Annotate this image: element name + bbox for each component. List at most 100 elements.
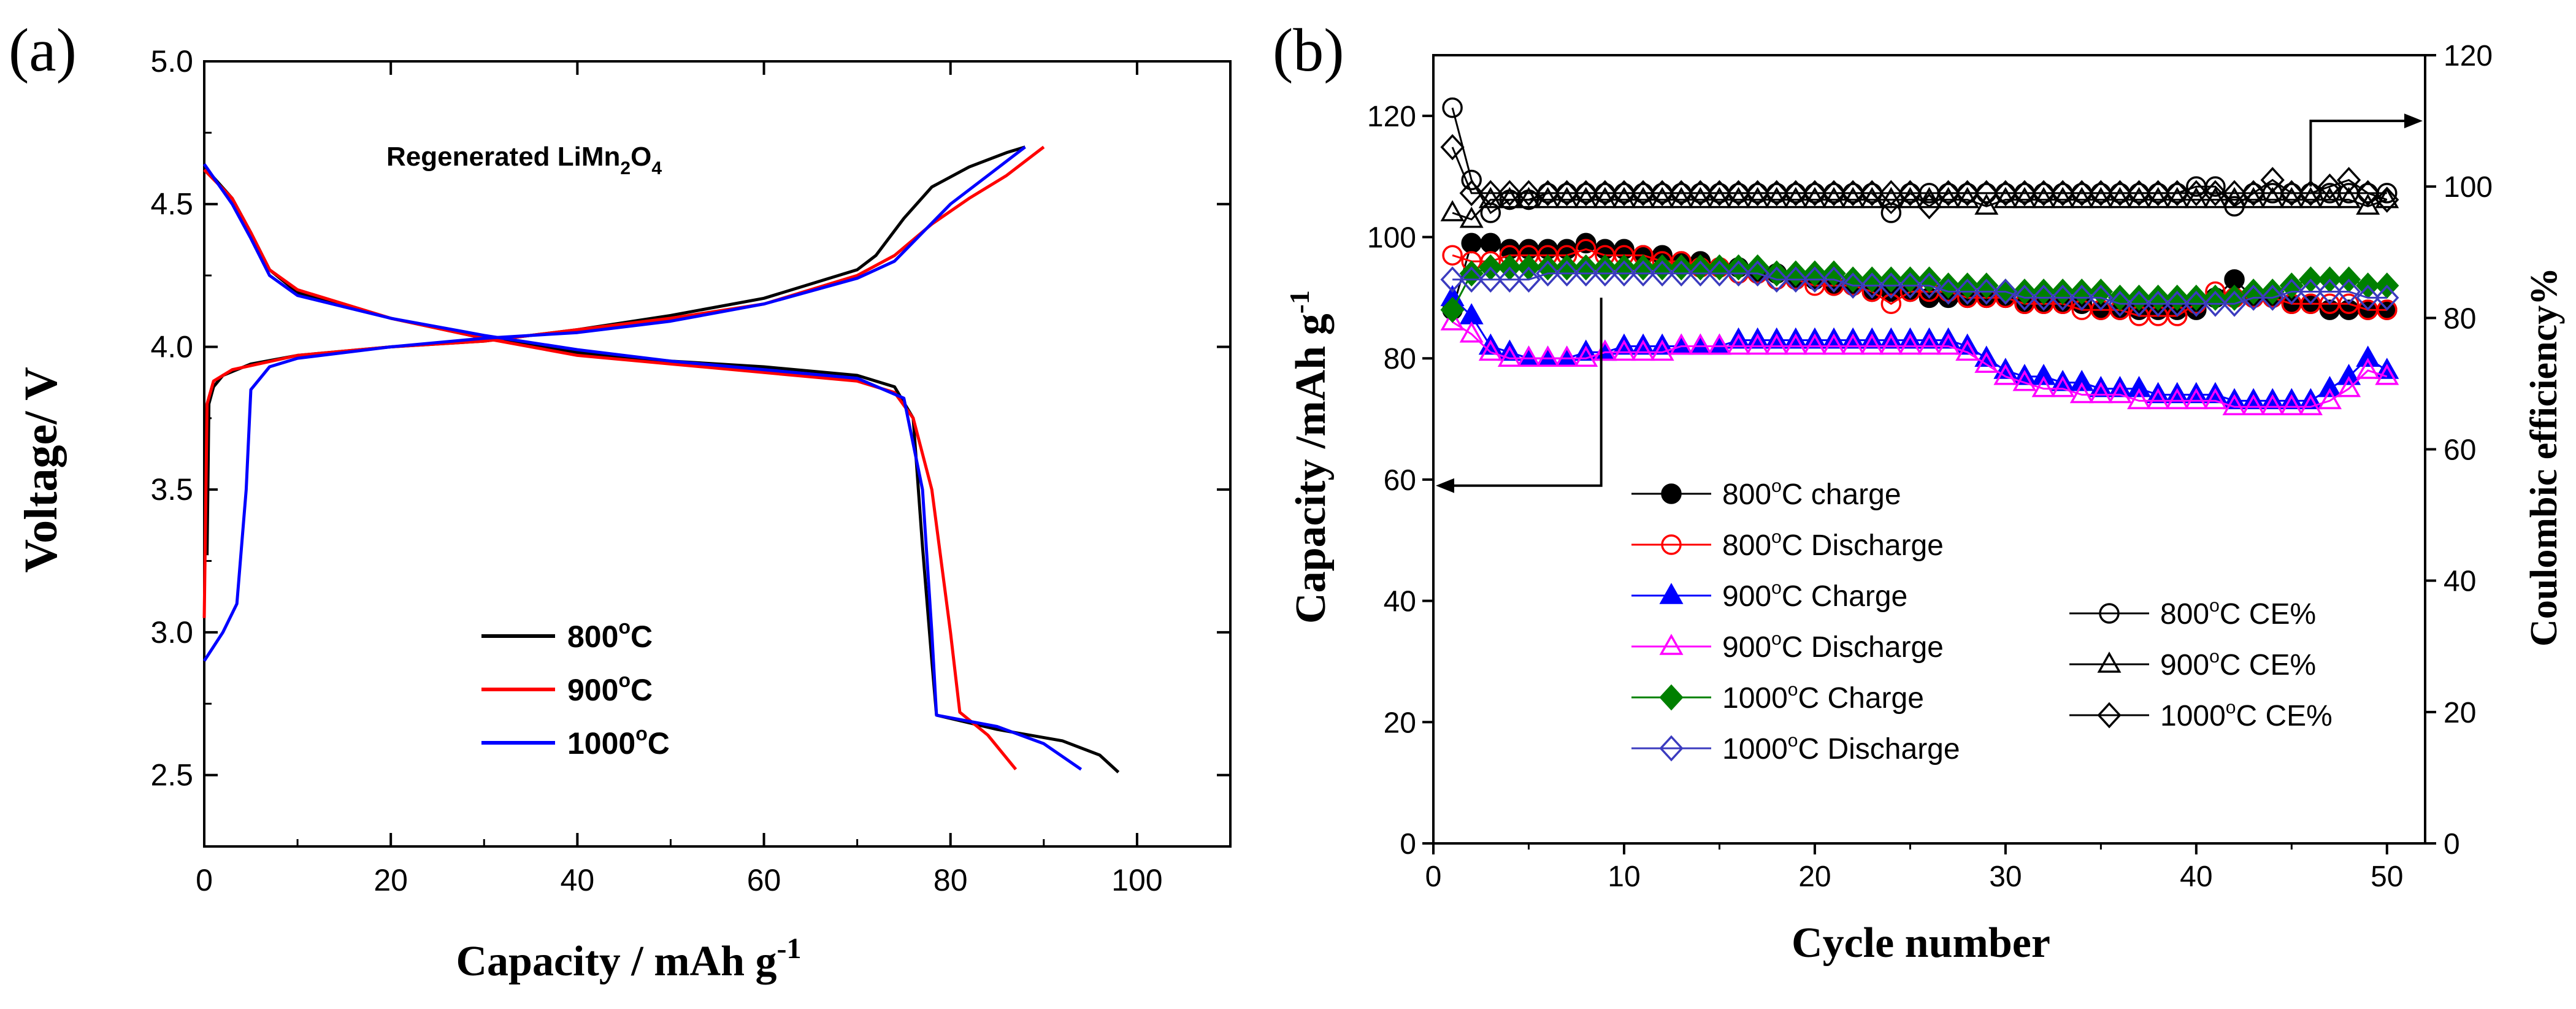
series-line-3 [1452,321,2388,408]
point-s2-c19 [1784,327,1808,349]
point-s8-c23 [1860,180,1884,207]
point-s5-c50 [2375,285,2399,311]
legend-a-label-num: 900 [567,673,618,707]
point-s2-c39 [2165,382,2190,404]
point-s3-c31 [2012,369,2037,391]
legend-b-label-num: 800 [2160,598,2209,631]
point-s3-c15 [1707,333,1731,355]
point-s8-c5 [1516,180,1541,207]
point-s5-c4 [1497,266,1522,293]
legend-a-label-unit: C [648,726,670,761]
point-s8-c7 [1555,180,1579,207]
legend-b-marker-2 [1659,583,1684,604]
panel-a-ytick-label: 2.5 [150,758,193,792]
point-s3-c26 [1917,333,1941,355]
point-s5-c39 [2165,290,2190,317]
point-s3-c43 [2241,394,2266,416]
point-s8-c1 [1440,134,1465,161]
panel-b-ylabel-sup: -1 [1284,290,1315,313]
point-s3-c33 [2050,375,2075,397]
panel-b-xtick-label: 10 [1608,861,1640,893]
legend-b-label-2: 900oC Charge [1722,578,1907,613]
point-s3-c37 [2127,388,2152,410]
point-s5-c14 [1688,260,1712,287]
point-s6-c2 [1461,169,1482,191]
point-s8-c13 [1669,180,1693,207]
legend-b-label-deg: o [1771,476,1782,496]
point-s2-c49 [2356,345,2380,367]
point-s0-c2 [1461,232,1482,254]
panel-a-title-main: Regenerated LiMn [386,142,620,172]
point-s3-c12 [1650,339,1674,361]
point-s8-c39 [2165,180,2190,207]
point-s8-c20 [1803,180,1827,207]
point-s3-c17 [1746,333,1770,355]
legend-b-marker-7 [2097,651,2122,673]
point-s2-c14 [1688,333,1712,355]
point-s6-c1 [1442,97,1463,118]
legend-a-label-1000: 1000oC [567,723,670,761]
panel-b-ylabel-main: Capacity /mAh g [1287,313,1335,624]
point-s3-c5 [1516,345,1541,367]
point-s8-c45 [2279,180,2304,207]
point-s8-c34 [2069,180,2094,207]
legend-b-label-num: 1000 [1722,733,1788,765]
point-s3-c49 [2356,358,2380,379]
point-s5-c23 [1860,272,1884,299]
point-s3-c36 [2107,382,2132,404]
point-s7-c29 [1974,193,1999,215]
point-s3-c47 [2318,388,2342,410]
panel-a-xtick-label: 0 [196,863,213,897]
legend-b-label-0: 800oC charge [1722,476,1901,511]
point-s3-c40 [2184,388,2209,410]
point-s8-c25 [1898,180,1923,207]
point-s3-c42 [2222,394,2247,416]
legend-b-label-rest: C CE% [2236,700,2332,732]
point-s3-c35 [2088,382,2113,404]
point-s8-c24 [1879,180,1903,207]
point-s5-c16 [1726,260,1751,287]
panel-a-axes: 0 20 40 60 80 100 2.5 3.0 3.5 4.0 4.5 5.0 [150,44,1232,897]
panel-a-xtick-label: 40 [561,863,595,897]
point-s5-c12 [1650,260,1674,287]
point-s5-c44 [2260,285,2285,311]
point-s3-c50 [2375,364,2399,385]
point-s5-c18 [1765,266,1789,293]
point-s3-c25 [1898,333,1922,355]
point-s5-c20 [1803,266,1827,293]
legend-b-label-num: 1000 [2160,700,2226,732]
legend-b-marker-0 [1661,483,1682,504]
point-s5-c27 [1936,278,1961,305]
panel-b-xtick-label: 0 [1425,861,1442,893]
panel-a-xlabel-main: Capacity / mAh g [456,938,776,985]
panel-a-xlabel-sup: -1 [777,932,802,965]
point-s8-c38 [2146,180,2171,207]
panel-b-y2tick-label: 100 [2444,171,2493,204]
point-s3-c2 [1459,321,1484,343]
point-s1-c1 [1442,245,1463,266]
point-s8-c3 [1478,180,1503,207]
panel-b-ytick-label: 40 [1384,586,1416,618]
point-s2-c6 [1536,345,1560,367]
point-s5-c38 [2146,290,2171,317]
point-s8-c22 [1841,180,1865,207]
point-s5-c30 [1993,278,2018,305]
legend-b-marker-1 [1661,534,1682,555]
point-s8-c16 [1726,180,1751,207]
panel-b-xtick-label: 30 [1989,861,2022,893]
point-s3-c24 [1879,333,1903,355]
point-s5-c35 [2088,285,2113,311]
point-s8-c50 [2375,186,2399,213]
panel-b-xtick-label: 40 [2180,861,2212,893]
point-s2-c13 [1669,333,1693,355]
legend-b-label-deg: o [1788,680,1798,700]
legend-b-label-num: 900 [2160,649,2209,681]
point-s3-c29 [1974,351,1999,373]
point-s3-c11 [1631,339,1655,361]
point-s3-c3 [1478,339,1503,361]
panel-b-markers [1440,97,2399,416]
legend-b-label-rest: C Charge [1782,580,1907,613]
